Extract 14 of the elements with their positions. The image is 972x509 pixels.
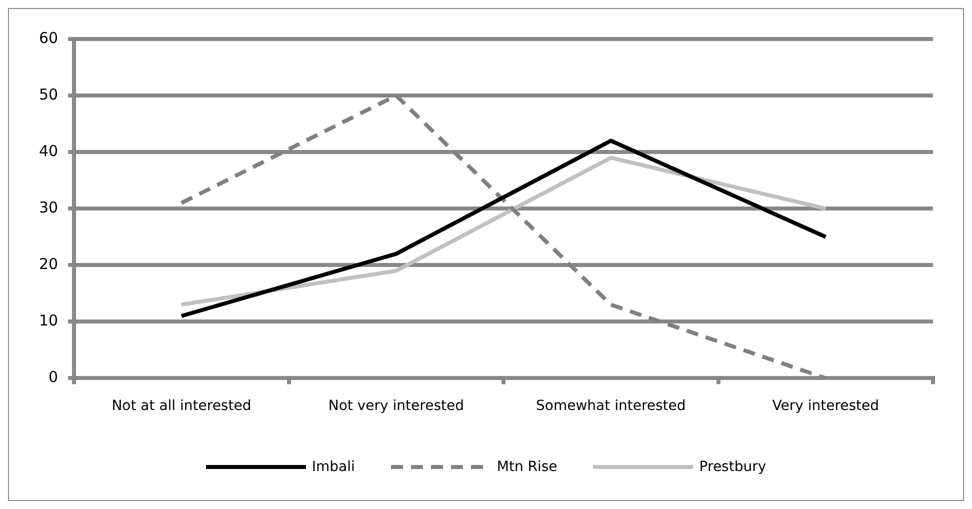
- y-tick-label: 50: [38, 85, 58, 104]
- x-tick-label: Somewhat interested: [536, 398, 686, 414]
- y-tick-label: 30: [38, 198, 58, 216]
- x-tick-label: Very interested: [772, 398, 880, 414]
- legend-label: Imbali: [312, 459, 355, 475]
- legend-label: Prestbury: [699, 459, 766, 475]
- y-tick-label: 20: [38, 255, 58, 274]
- y-tick-label: 0: [48, 368, 58, 386]
- y-tick-label: 60: [38, 28, 58, 47]
- y-tick-label: 10: [38, 312, 58, 330]
- x-tick-label: Not very interested: [328, 398, 464, 414]
- y-tick-label: 40: [38, 142, 58, 160]
- legend-label: Mtn Rise: [496, 459, 558, 475]
- x-tick-label: Not at all interested: [112, 398, 252, 414]
